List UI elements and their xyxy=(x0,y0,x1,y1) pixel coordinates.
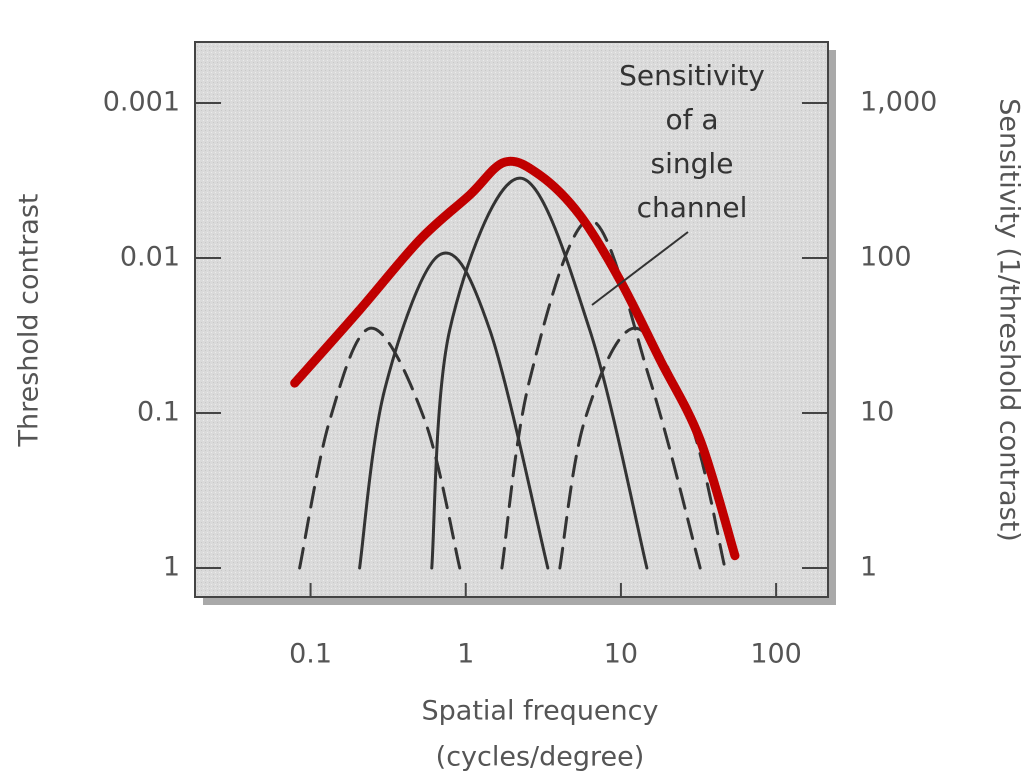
x-tick-label: 1 xyxy=(457,639,474,670)
y-tick-label: 0.001 xyxy=(103,87,180,118)
annotation-line: single xyxy=(651,147,734,180)
annotation-line: Sensitivity xyxy=(619,59,765,92)
annotation-line: channel xyxy=(637,191,748,224)
y2-tick-label: 10 xyxy=(860,397,894,428)
y-tick-label: 1 xyxy=(163,551,180,582)
x-tick-label: 10 xyxy=(604,639,638,670)
y-tick-label: 0.1 xyxy=(137,396,180,427)
y-axis-label: Threshold contrast xyxy=(14,193,45,447)
x-axis-label: Spatial frequency xyxy=(422,696,659,727)
y2-tick-label: 1,000 xyxy=(860,87,937,118)
y-tick-label: 0.01 xyxy=(120,241,180,272)
y2-tick-label: 1 xyxy=(860,552,877,583)
x-tick-label: 100 xyxy=(750,639,802,670)
marks xyxy=(290,156,740,570)
plot-area xyxy=(194,41,829,598)
annotation-pointer xyxy=(591,231,689,306)
x-axis-label: (cycles/degree) xyxy=(436,742,645,773)
channel-line xyxy=(298,326,462,570)
envelope-line xyxy=(290,156,740,561)
channel-line xyxy=(500,218,702,570)
annotation-line: of a xyxy=(665,103,718,136)
channel-line xyxy=(430,176,649,570)
y2-axis-label: Sensitivity (1/threshold contrast) xyxy=(994,98,1025,542)
channel-line xyxy=(358,251,550,570)
y2-tick-label: 100 xyxy=(860,242,912,273)
channel-line xyxy=(558,326,727,570)
x-tick-label: 0.1 xyxy=(289,639,332,670)
